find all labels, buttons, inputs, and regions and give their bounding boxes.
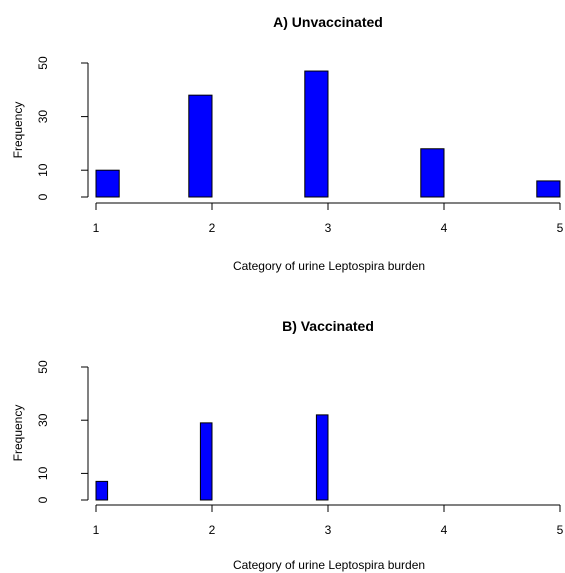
y-axis: 0 10 30 50 xyxy=(36,56,89,200)
bar xyxy=(304,70,329,198)
y-tick-label: 0 xyxy=(36,496,50,503)
x-tick-label: 5 xyxy=(557,523,564,537)
x-tick-label: 1 xyxy=(93,523,100,537)
x-tick-label: 5 xyxy=(557,221,564,235)
bar xyxy=(95,480,109,501)
y-tick-label: 0 xyxy=(36,193,50,200)
x-tick-label: 2 xyxy=(209,221,216,235)
x-tick-label: 1 xyxy=(93,221,100,235)
bar xyxy=(188,94,213,198)
bars xyxy=(95,70,561,198)
x-axis: 1 2 3 4 5 xyxy=(93,202,564,235)
bar xyxy=(536,180,561,198)
y-tick-label: 50 xyxy=(36,360,50,374)
y-axis-label: Frequency xyxy=(11,102,25,159)
x-tick-label: 2 xyxy=(209,523,216,537)
bar xyxy=(95,169,120,198)
y-axis-label: Frequency xyxy=(11,405,25,462)
y-axis: 0 10 30 50 xyxy=(36,360,89,503)
bar xyxy=(315,414,329,501)
x-tick-label: 3 xyxy=(325,523,332,537)
chart-title: A) Unvaccinated xyxy=(273,14,383,30)
x-tick-label: 3 xyxy=(325,221,332,235)
y-tick-label: 10 xyxy=(36,163,50,177)
y-tick-label: 10 xyxy=(36,466,50,480)
bar xyxy=(199,422,213,501)
bar xyxy=(420,148,445,198)
y-tick-label: 30 xyxy=(36,413,50,427)
x-tick-label: 4 xyxy=(441,523,448,537)
y-tick-label: 50 xyxy=(36,56,50,70)
x-tick-label: 4 xyxy=(441,221,448,235)
chart-title: B) Vaccinated xyxy=(282,318,374,334)
panel-vaccinated: B) Vaccinated Category of urine Leptospi… xyxy=(11,318,564,572)
x-axis-label: Category of urine Leptospira burden xyxy=(233,558,425,572)
x-axis: 1 2 3 4 5 xyxy=(93,504,564,537)
x-axis-label: Category of urine Leptospira burden xyxy=(233,259,425,273)
panel-unvaccinated: A) Unvaccinated Category of urine Leptos… xyxy=(11,14,564,273)
y-tick-label: 30 xyxy=(36,110,50,124)
bars xyxy=(95,414,329,501)
